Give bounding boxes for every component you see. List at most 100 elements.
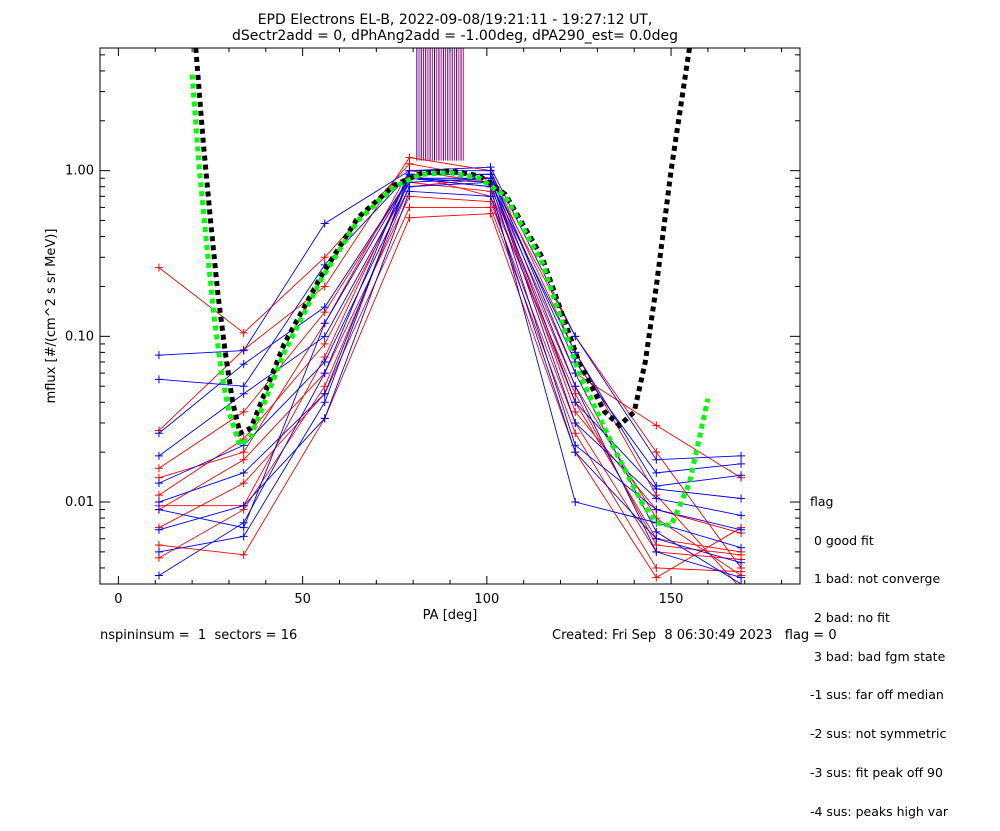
chart-title-line2: dSectr2add = 0, dPhAng2add = -1.00deg, d… (232, 28, 678, 44)
blue-series-point (737, 525, 746, 534)
red-series-point (571, 407, 580, 416)
legend-item: -3 sus: fit peak off 90 (810, 764, 943, 780)
axes: 0 50 100 150 0.01 0.10 1.00 (65, 48, 800, 607)
footer-right: Created: Fri Sep 8 06:30:49 2023 flag = … (552, 628, 837, 643)
x-tick-label: 50 (294, 592, 311, 607)
blue-series-point (239, 468, 248, 477)
x-axis-label: PA [deg] (423, 608, 478, 623)
red-series-point (652, 563, 661, 572)
red-series-point (154, 491, 163, 500)
red-series-point (154, 263, 163, 272)
blue-series-point (571, 418, 580, 427)
red-series-line (158, 206, 742, 573)
red-series-point (486, 209, 495, 218)
blue-series-point (486, 192, 495, 201)
red-series-point (239, 479, 248, 488)
blue-series-point (652, 534, 661, 543)
blue-series-point (239, 360, 248, 369)
blue-series-point (737, 451, 746, 460)
blue-series-point (320, 369, 329, 378)
blue-series-point (571, 448, 580, 457)
flag-legend: flag 0 good fit 1 bad: not converge 2 ba… (810, 470, 948, 831)
green-fit-curve (189, 74, 711, 529)
blue-series-point (154, 351, 163, 360)
red-series-point (239, 455, 248, 464)
red-series-point (239, 448, 248, 457)
y-axis-label: mflux [#/(cm^2 s sr MeV)] (44, 229, 59, 404)
red-series-point (737, 550, 746, 559)
red-series-point (571, 389, 580, 398)
blue-series-point (239, 346, 248, 355)
blue-series-point (154, 547, 163, 556)
red-series-point (652, 421, 661, 430)
blue-series-point (652, 505, 661, 514)
blue-series-point (405, 166, 414, 175)
blue-series-point (571, 382, 580, 391)
blue-series-point (737, 494, 746, 503)
blue-series-point (320, 358, 329, 367)
red-series-line (158, 173, 742, 556)
legend-item: -2 sus: not symmetric (810, 726, 947, 742)
red-series-point (154, 541, 163, 550)
blue-series-point (737, 511, 746, 520)
x-tick-label: 150 (659, 592, 684, 607)
red-series-point (154, 464, 163, 473)
blue-series-point (154, 451, 163, 460)
x-tick-label: 0 (114, 592, 122, 607)
blue-series-point (320, 319, 329, 328)
blue-series-point (652, 527, 661, 536)
blue-series-line (158, 177, 742, 549)
blue-series-point (652, 455, 661, 464)
legend-item: 1 bad: not converge (810, 571, 941, 587)
x-tick-label: 100 (474, 592, 499, 607)
blue-series-point (154, 375, 163, 384)
red-series-point (239, 550, 248, 559)
blue-series-point (320, 389, 329, 398)
blue-series-point (154, 479, 163, 488)
blue-series-point (320, 398, 329, 407)
footer-left: nspininsum = 1 sectors = 16 (100, 628, 298, 643)
blue-series-point (652, 481, 661, 490)
blue-series-point (239, 501, 248, 510)
blue-series-point (737, 580, 746, 584)
blue-series-point (571, 498, 580, 507)
blue-series-line (158, 166, 742, 461)
blue-series-point (405, 187, 414, 196)
blue-series-point (154, 498, 163, 507)
red-series-line (158, 213, 742, 579)
red-series-point (239, 328, 248, 337)
pitch-angle-chart: EPD Electrons EL-B, 2022-09-08/19:21:11 … (44, 12, 801, 623)
blue-series-point (239, 532, 248, 541)
blue-series-point (154, 571, 163, 580)
blue-series-point (652, 494, 661, 503)
blue-series-point (737, 543, 746, 552)
blue-series-point (154, 505, 163, 514)
plot-area (154, 48, 746, 584)
blue-series-point (652, 468, 661, 477)
red-series-line (158, 195, 742, 560)
blue-series-point (320, 219, 329, 228)
red-series-point (320, 339, 329, 348)
red-series-point (405, 213, 414, 222)
red-series-point (652, 448, 661, 457)
blue-series-point (320, 303, 329, 312)
blue-series-point (239, 382, 248, 391)
red-series-line (158, 181, 742, 553)
black-fit-curve (193, 48, 692, 437)
blue-series-point (320, 414, 329, 423)
blue-series-point (571, 332, 580, 341)
red-series-line (158, 157, 738, 584)
blue-series-point (320, 332, 329, 341)
blue-series-line (158, 177, 742, 529)
y-tick-label: 0.10 (65, 329, 94, 344)
blue-series-point (571, 398, 580, 407)
legend-item: 3 bad: bad fgm state (810, 648, 946, 664)
blue-series-point (737, 459, 746, 468)
legend-item: 2 bad: no fit (810, 609, 890, 625)
legend-item: -4 sus: peaks high var (810, 803, 949, 819)
blue-series-point (154, 525, 163, 534)
legend-item: 0 good fit (810, 532, 874, 548)
blue-series-point (239, 389, 248, 398)
blue-series-point (154, 429, 163, 438)
blue-series-point (652, 547, 661, 556)
